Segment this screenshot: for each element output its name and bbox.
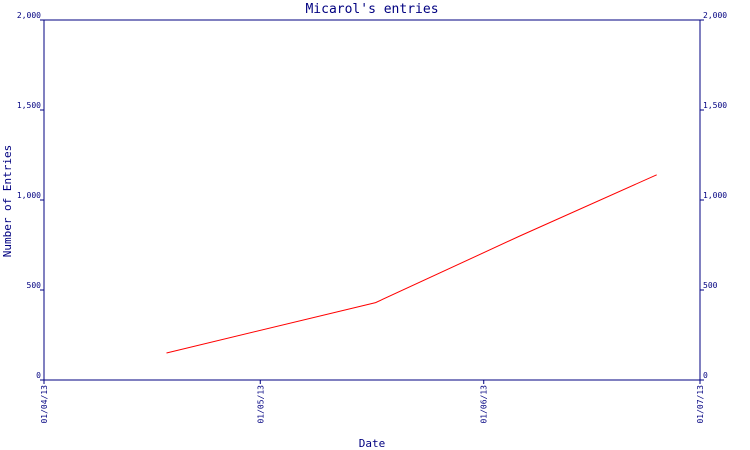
y-tick-label-right: 1,000 [703,191,727,200]
y-tick-label-left: 500 [27,281,42,290]
series-line [166,174,657,354]
y-tick-label-left: 1,000 [17,191,41,200]
y-axis-right: 0 500 1,000 1,500 2,000 [700,11,727,381]
y-tick-label-left: 1,500 [17,101,41,110]
x-tick-label: 01/06/13 [480,385,489,424]
x-axis-label: Date [359,437,386,450]
y-axis-label: Number of Entries [1,145,14,258]
x-tick-label: 01/04/13 [40,385,49,424]
y-tick-label-right: 500 [703,281,718,290]
series-layer [166,174,657,354]
y-tick-label-left: 0 [36,371,41,380]
x-axis: 01/04/13 01/05/13 01/06/13 01/07/13 [40,380,705,424]
y-axis-left: 0 500 1,000 1,500 2,000 [17,11,44,381]
x-tick-label: 01/07/13 [696,385,705,424]
x-tick-label: 01/05/13 [256,385,265,424]
y-tick-label-left: 2,000 [17,11,41,20]
y-tick-label-right: 1,500 [703,101,727,110]
y-tick-label-right: 2,000 [703,11,727,20]
y-tick-label-right: 0 [703,371,708,380]
chart-title: Micarol's entries [305,2,438,17]
